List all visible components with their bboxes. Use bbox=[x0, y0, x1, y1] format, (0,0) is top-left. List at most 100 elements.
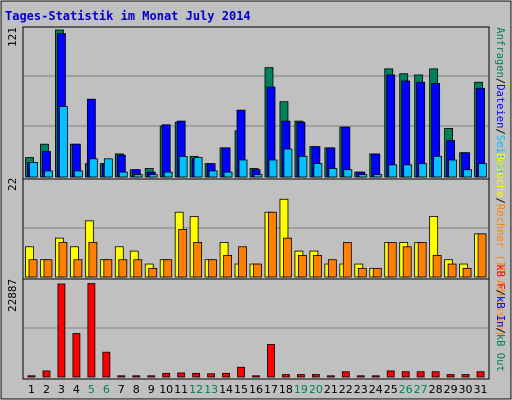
x-axis-day-labels: 1 2 3 4 5 6 7 8 9 10 11 12 13 14 15 16 17 18 19 20 21 22 23 24 2… bbox=[28, 383, 488, 396]
bar-kb-f bbox=[326, 375, 335, 378]
x-tick-label: 5 bbox=[88, 383, 95, 396]
bar-rechner bbox=[208, 259, 218, 278]
side-label-top-part: / bbox=[494, 128, 506, 134]
bar-rechner bbox=[327, 259, 337, 278]
x-tick-label: 30 bbox=[459, 383, 473, 396]
y-max-label-middle: 22 bbox=[6, 178, 19, 191]
bar-seiten bbox=[388, 164, 398, 178]
bar-seiten bbox=[298, 155, 308, 178]
bar-rechner bbox=[477, 233, 487, 278]
bar-seiten bbox=[463, 169, 472, 178]
x-tick-label: 26 bbox=[399, 383, 413, 396]
bar-seiten bbox=[44, 170, 53, 178]
bar-rechner bbox=[178, 229, 188, 278]
bar-kb-f bbox=[311, 374, 320, 378]
bar-kb-f bbox=[102, 351, 111, 378]
x-tick-label: 28 bbox=[429, 383, 443, 396]
bar-kb-f bbox=[87, 283, 96, 378]
bar-seiten bbox=[133, 174, 143, 178]
bar-kb-f bbox=[72, 333, 81, 378]
bar-seiten bbox=[478, 163, 487, 178]
bar-seiten bbox=[418, 163, 428, 178]
bar-seiten bbox=[148, 174, 158, 178]
x-tick-label: 4 bbox=[73, 383, 80, 396]
bar-dateien bbox=[161, 124, 171, 178]
side-label-bottom-part: kB In bbox=[494, 296, 506, 328]
chart-title: Tages-Statistik im Monat July 2014 bbox=[5, 9, 251, 23]
bar-rechner bbox=[417, 242, 427, 278]
bar-seiten bbox=[268, 159, 278, 178]
side-label-top: Anfragen/Dateien/Seiten bbox=[494, 27, 506, 172]
bar-rechner bbox=[312, 255, 322, 278]
bar-seiten bbox=[403, 164, 413, 178]
bar-seiten bbox=[433, 155, 443, 178]
bar-kb-f bbox=[147, 375, 156, 378]
visits-sites-panel: 22 bbox=[6, 178, 490, 280]
x-tick-label: 7 bbox=[118, 383, 125, 396]
bar-kb-f bbox=[267, 344, 275, 378]
bar-kb-f bbox=[476, 371, 485, 378]
bar-seiten bbox=[88, 158, 98, 178]
bar-rechner bbox=[223, 255, 232, 278]
bar-rechner bbox=[43, 259, 53, 278]
bar-seiten bbox=[358, 174, 368, 178]
bar-kb-f bbox=[446, 374, 455, 378]
bar-dateien bbox=[401, 80, 411, 178]
x-tick-label: 27 bbox=[414, 383, 428, 396]
bar-rechner bbox=[447, 263, 457, 278]
bar-kb-f bbox=[132, 375, 141, 378]
bar-seiten bbox=[193, 157, 203, 178]
bar-seiten bbox=[373, 174, 383, 178]
bar-kb-f bbox=[386, 370, 395, 378]
bar-dateien bbox=[416, 81, 426, 178]
bar-rechner bbox=[387, 242, 397, 278]
bar-kb-f bbox=[192, 372, 201, 378]
bar-seiten bbox=[343, 169, 353, 178]
bar-dateien bbox=[386, 74, 396, 178]
side-label-bottom-part: / bbox=[494, 290, 506, 296]
bar-kb-f bbox=[117, 375, 126, 378]
x-tick-label: 1 bbox=[28, 383, 35, 396]
bar-rechner bbox=[58, 242, 68, 278]
bar-seiten bbox=[448, 159, 457, 178]
bar-rechner bbox=[163, 259, 173, 278]
bar-seiten bbox=[59, 106, 68, 178]
bar-rechner bbox=[283, 237, 292, 278]
bar-kb-f bbox=[237, 366, 245, 378]
bar-kb-f bbox=[162, 372, 171, 378]
x-tick-label: 8 bbox=[133, 383, 140, 396]
x-tick-label: 11 bbox=[174, 383, 188, 396]
bar-seiten bbox=[118, 171, 128, 178]
y-max-label-top: 121 bbox=[6, 27, 19, 47]
bar-seiten bbox=[223, 171, 233, 178]
side-label-bottom: kB F/kB In/kB Out bbox=[494, 264, 506, 372]
bar-seiten bbox=[313, 163, 323, 178]
bar-rechner bbox=[342, 242, 352, 278]
bar-kb-f bbox=[57, 283, 66, 378]
x-tick-label: 21 bbox=[324, 383, 338, 396]
bar-seiten bbox=[163, 171, 173, 178]
panel-border bbox=[22, 26, 490, 180]
side-label-bottom-part: / bbox=[494, 327, 506, 333]
bar-rechner bbox=[73, 259, 83, 278]
bar-kb-f bbox=[282, 374, 290, 378]
kbytes-panel: 22887 bbox=[6, 278, 490, 380]
x-tick-label: 16 bbox=[249, 383, 263, 396]
side-label-bottom-part: kB F bbox=[494, 264, 506, 289]
x-tick-label: 14 bbox=[219, 383, 233, 396]
bar-rechner bbox=[28, 259, 38, 278]
x-tick-label: 24 bbox=[369, 383, 383, 396]
bar-rechner bbox=[118, 259, 128, 278]
x-tick-label: 29 bbox=[444, 383, 458, 396]
bar-rechner bbox=[88, 242, 98, 278]
bar-kb-f bbox=[42, 370, 51, 378]
side-label-top-part: Seiten bbox=[494, 135, 506, 173]
bar-kb-f bbox=[356, 375, 365, 378]
bar-seiten bbox=[208, 170, 218, 178]
side-label-top-part: / bbox=[494, 78, 506, 84]
bar-kb-f bbox=[416, 371, 425, 378]
side-label-top-part: Dateien bbox=[494, 84, 506, 128]
